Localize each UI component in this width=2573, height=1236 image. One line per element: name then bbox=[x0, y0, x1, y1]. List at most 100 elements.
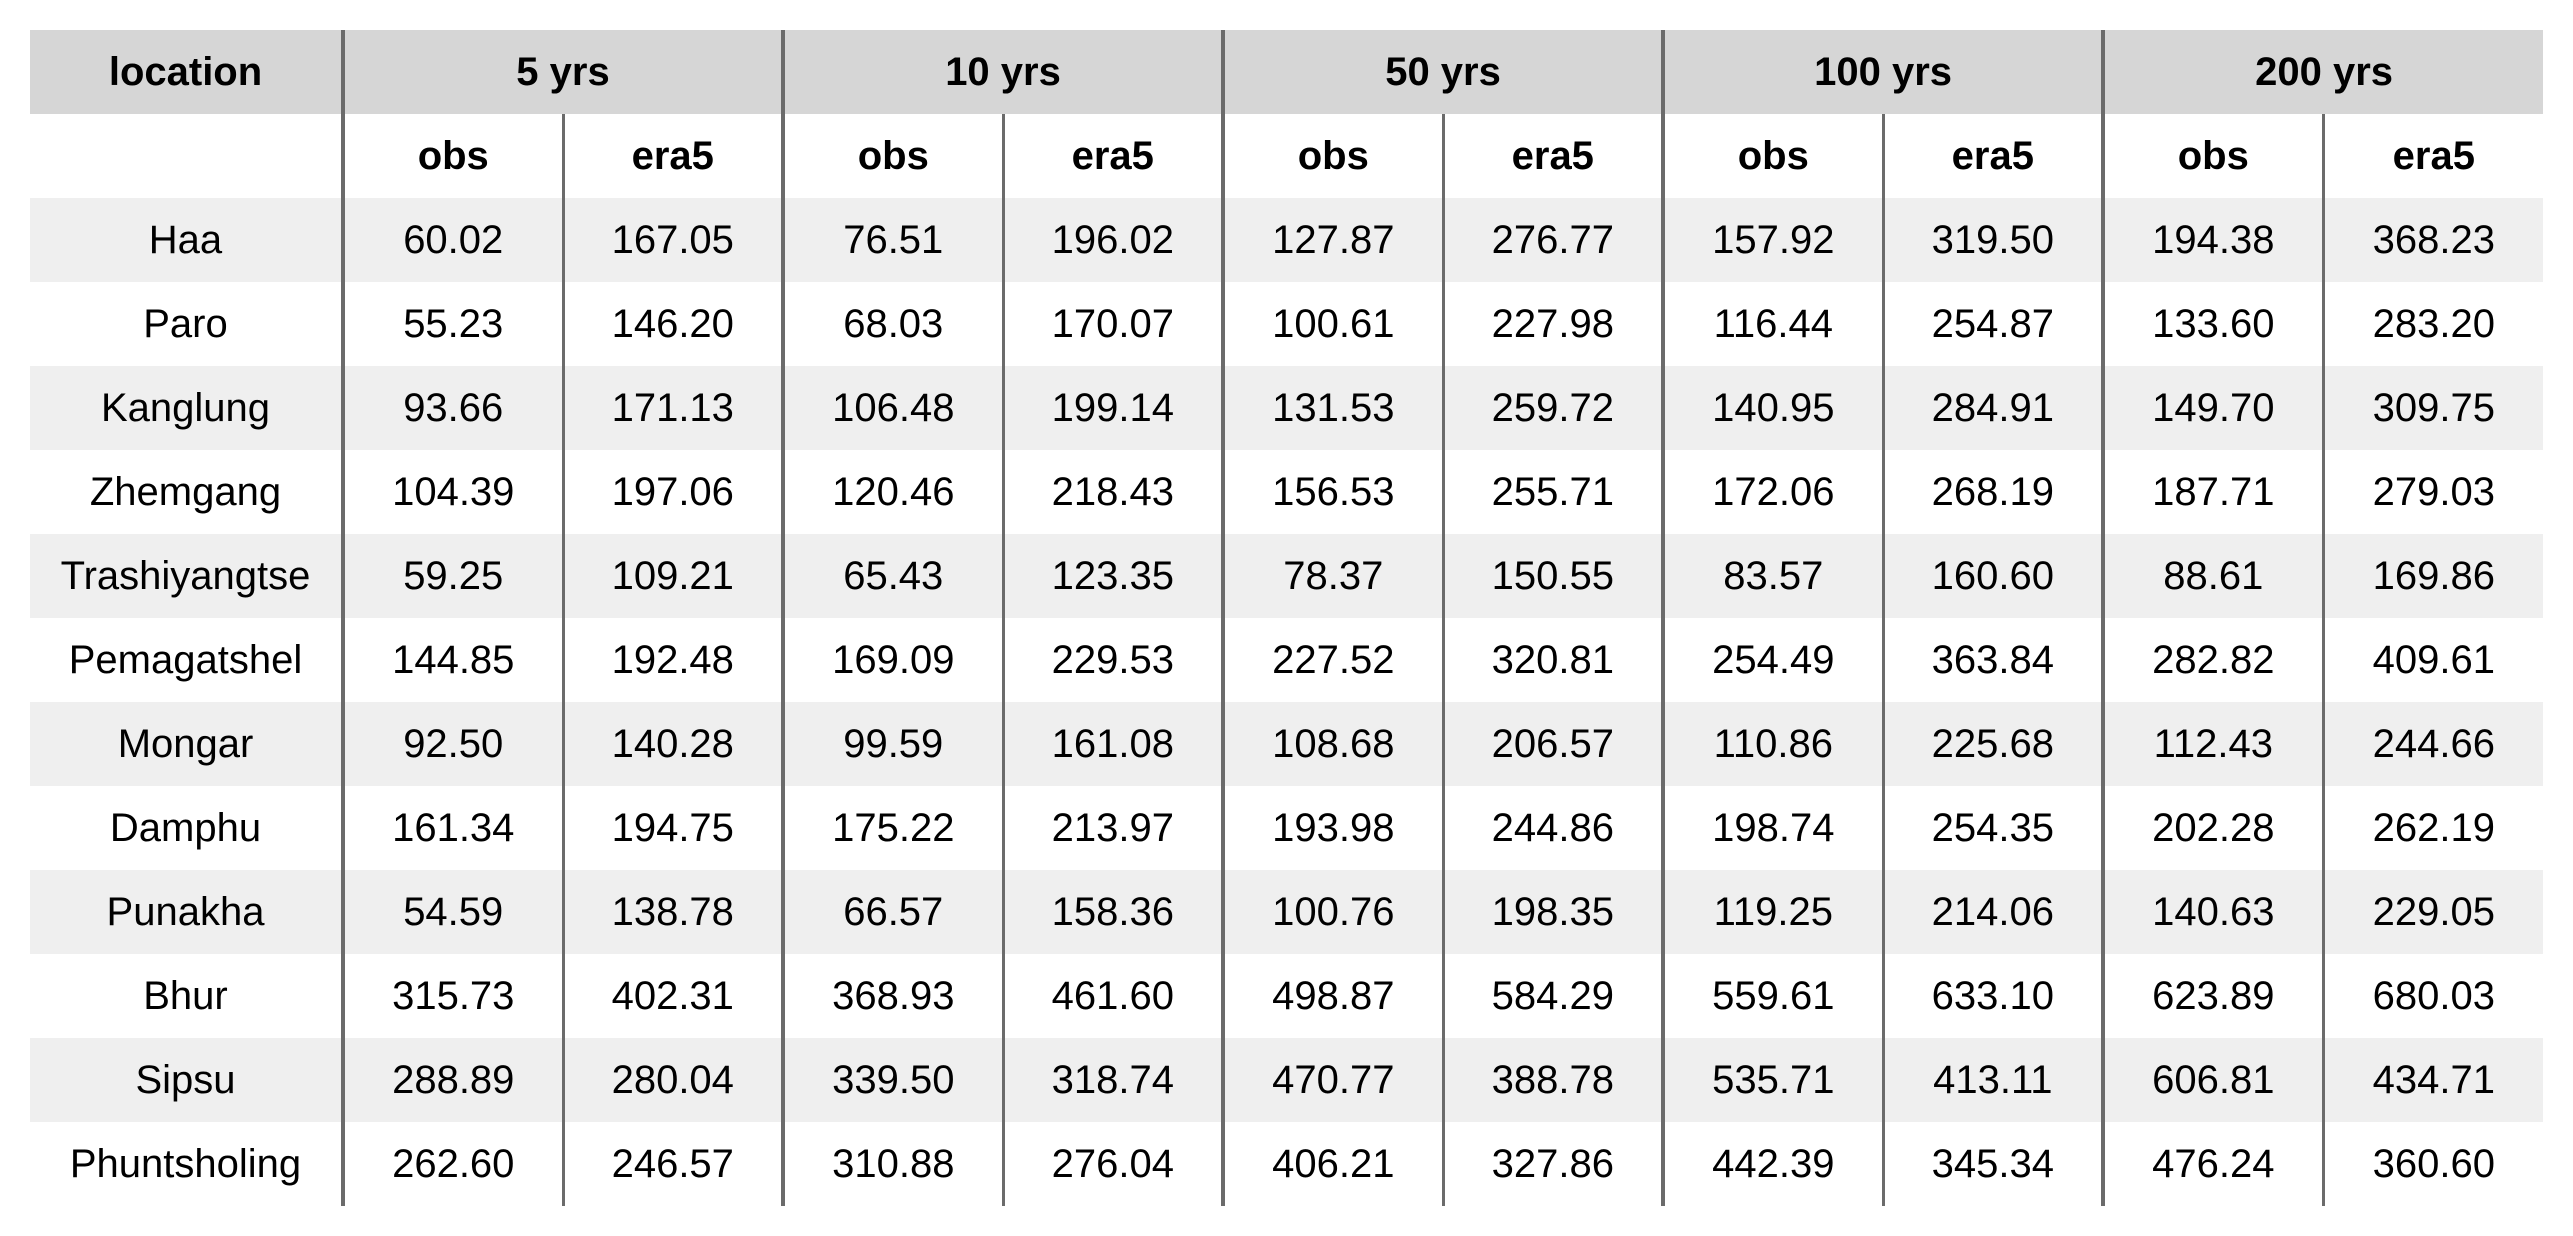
obs-value-cell: 106.48 bbox=[781, 366, 1004, 450]
table-row: Sipsu 288.89 280.04 339.50 318.74 470.77 388.7… bbox=[30, 1038, 2544, 1122]
obs-value-cell: 131.53 bbox=[1221, 366, 1444, 450]
period-header-row: location 5 yrs 10 yrs 50 yrs 100 yrs 200… bbox=[30, 30, 2544, 114]
location-cell: Zhemgang bbox=[30, 450, 343, 534]
location-column-header: location bbox=[30, 30, 343, 114]
era5-value-cell: 388.78 bbox=[1441, 1038, 1664, 1122]
era5-value-cell: 196.02 bbox=[1001, 198, 1224, 282]
table-row: Zhemgang 104.39 197.06 120.46 218.43 156.53 25… bbox=[30, 450, 2544, 534]
obs-value-cell: 108.68 bbox=[1221, 702, 1444, 786]
table-row: Phuntsholing 262.60 246.57 310.88 276.04 406.… bbox=[30, 1122, 2544, 1206]
sub-header-row: obs era5 obs era5 obs era5 obs era5 obs … bbox=[30, 114, 2544, 198]
era5-value-cell: 413.11 bbox=[1881, 1038, 2104, 1122]
era5-value-cell: 402.31 bbox=[561, 954, 784, 1038]
era5-value-cell: 246.57 bbox=[561, 1122, 784, 1206]
obs-value-cell: 282.82 bbox=[2101, 618, 2324, 702]
obs-value-cell: 156.53 bbox=[1221, 450, 1444, 534]
era5-value-cell: 318.74 bbox=[1001, 1038, 1224, 1122]
obs-value-cell: 606.81 bbox=[2101, 1038, 2324, 1122]
location-cell: Kanglung bbox=[30, 366, 343, 450]
era5-value-cell: 254.87 bbox=[1881, 282, 2104, 366]
sub-header-obs: obs bbox=[341, 114, 563, 198]
era5-value-cell: 584.29 bbox=[1441, 954, 1664, 1038]
period-header-10yrs: 10 yrs bbox=[781, 30, 1224, 114]
location-cell: Mongar bbox=[30, 702, 343, 786]
obs-value-cell: 169.09 bbox=[781, 618, 1004, 702]
era5-value-cell: 109.21 bbox=[561, 534, 784, 618]
obs-value-cell: 194.38 bbox=[2101, 198, 2324, 282]
era5-value-cell: 160.60 bbox=[1881, 534, 2104, 618]
era5-value-cell: 227.98 bbox=[1441, 282, 1664, 366]
era5-value-cell: 284.91 bbox=[1881, 366, 2104, 450]
table-row: Pemagatshel 144.85 192.48 169.09 229.53 227.5… bbox=[30, 618, 2544, 702]
obs-value-cell: 100.61 bbox=[1221, 282, 1444, 366]
location-cell: Trashiyangtse bbox=[30, 534, 343, 618]
obs-value-cell: 172.06 bbox=[1661, 450, 1884, 534]
obs-value-cell: 559.61 bbox=[1661, 954, 1884, 1038]
period-header-200yrs: 200 yrs bbox=[2101, 30, 2544, 114]
era5-value-cell: 197.06 bbox=[561, 450, 784, 534]
location-cell: Pemagatshel bbox=[30, 618, 343, 702]
obs-value-cell: 498.87 bbox=[1221, 954, 1444, 1038]
obs-value-cell: 66.57 bbox=[781, 870, 1004, 954]
era5-value-cell: 146.20 bbox=[561, 282, 784, 366]
era5-value-cell: 167.05 bbox=[561, 198, 784, 282]
obs-value-cell: 193.98 bbox=[1221, 786, 1444, 870]
era5-value-cell: 409.61 bbox=[2321, 618, 2544, 702]
obs-value-cell: 120.46 bbox=[781, 450, 1004, 534]
obs-value-cell: 110.86 bbox=[1661, 702, 1884, 786]
era5-value-cell: 279.03 bbox=[2321, 450, 2544, 534]
obs-value-cell: 119.25 bbox=[1661, 870, 1884, 954]
era5-value-cell: 214.06 bbox=[1881, 870, 2104, 954]
period-header-50yrs: 50 yrs bbox=[1221, 30, 1664, 114]
era5-value-cell: 363.84 bbox=[1881, 618, 2104, 702]
sub-header-era5: era5 bbox=[561, 114, 784, 198]
location-cell: Sipsu bbox=[30, 1038, 343, 1122]
obs-value-cell: 175.22 bbox=[781, 786, 1004, 870]
obs-value-cell: 227.52 bbox=[1221, 618, 1444, 702]
location-cell: Damphu bbox=[30, 786, 343, 870]
era5-value-cell: 309.75 bbox=[2321, 366, 2544, 450]
obs-value-cell: 127.87 bbox=[1221, 198, 1444, 282]
obs-value-cell: 100.76 bbox=[1221, 870, 1444, 954]
era5-value-cell: 140.28 bbox=[561, 702, 784, 786]
era5-value-cell: 218.43 bbox=[1001, 450, 1224, 534]
obs-value-cell: 262.60 bbox=[341, 1122, 563, 1206]
era5-value-cell: 262.19 bbox=[2321, 786, 2544, 870]
era5-value-cell: 276.77 bbox=[1441, 198, 1664, 282]
obs-value-cell: 116.44 bbox=[1661, 282, 1884, 366]
era5-value-cell: 434.71 bbox=[2321, 1038, 2544, 1122]
return-level-table-container: location 5 yrs 10 yrs 50 yrs 100 yrs 200… bbox=[30, 30, 2544, 1206]
era5-value-cell: 268.19 bbox=[1881, 450, 2104, 534]
sub-header-obs: obs bbox=[2101, 114, 2324, 198]
table-row: Punakha 54.59 138.78 66.57 158.36 100.76 198.3… bbox=[30, 870, 2544, 954]
obs-value-cell: 88.61 bbox=[2101, 534, 2324, 618]
obs-value-cell: 92.50 bbox=[341, 702, 563, 786]
era5-value-cell: 170.07 bbox=[1001, 282, 1224, 366]
era5-value-cell: 206.57 bbox=[1441, 702, 1664, 786]
era5-value-cell: 150.55 bbox=[1441, 534, 1664, 618]
obs-value-cell: 442.39 bbox=[1661, 1122, 1884, 1206]
obs-value-cell: 93.66 bbox=[341, 366, 563, 450]
sub-header-era5: era5 bbox=[2321, 114, 2544, 198]
era5-value-cell: 254.35 bbox=[1881, 786, 2104, 870]
obs-value-cell: 65.43 bbox=[781, 534, 1004, 618]
era5-value-cell: 161.08 bbox=[1001, 702, 1224, 786]
obs-value-cell: 140.63 bbox=[2101, 870, 2324, 954]
obs-value-cell: 623.89 bbox=[2101, 954, 2324, 1038]
era5-value-cell: 229.53 bbox=[1001, 618, 1224, 702]
obs-value-cell: 202.28 bbox=[2101, 786, 2324, 870]
era5-value-cell: 229.05 bbox=[2321, 870, 2544, 954]
era5-value-cell: 198.35 bbox=[1441, 870, 1664, 954]
era5-value-cell: 368.23 bbox=[2321, 198, 2544, 282]
era5-value-cell: 276.04 bbox=[1001, 1122, 1224, 1206]
era5-value-cell: 158.36 bbox=[1001, 870, 1224, 954]
era5-value-cell: 123.35 bbox=[1001, 534, 1224, 618]
obs-value-cell: 368.93 bbox=[781, 954, 1004, 1038]
obs-value-cell: 78.37 bbox=[1221, 534, 1444, 618]
obs-value-cell: 55.23 bbox=[341, 282, 563, 366]
obs-value-cell: 254.49 bbox=[1661, 618, 1884, 702]
location-cell: Paro bbox=[30, 282, 343, 366]
era5-value-cell: 280.04 bbox=[561, 1038, 784, 1122]
era5-value-cell: 633.10 bbox=[1881, 954, 2104, 1038]
era5-value-cell: 169.86 bbox=[2321, 534, 2544, 618]
